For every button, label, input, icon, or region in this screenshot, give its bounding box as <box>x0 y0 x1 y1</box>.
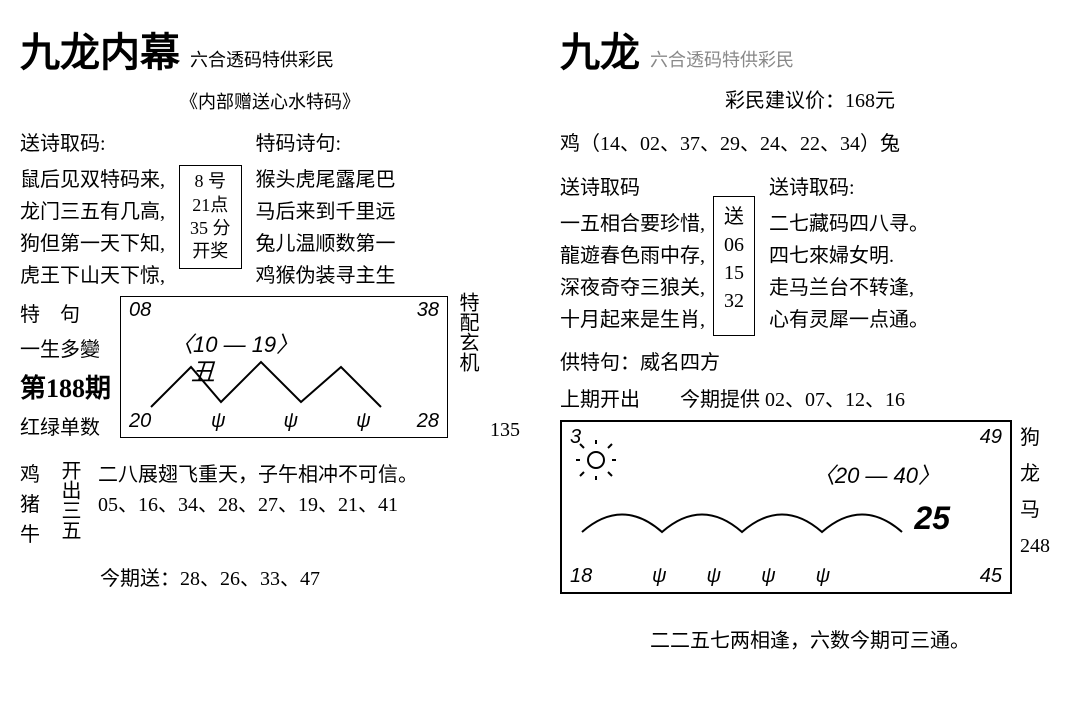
r-sketch-bl: 18 <box>570 565 592 588</box>
couplet-a: 二八展翅飞重天，子午相冲不可信。 <box>98 460 520 490</box>
zodiac: 牛 <box>20 520 40 550</box>
left-subheader: 《内部赠送心水特码》 <box>20 88 520 114</box>
poem-right-line: 马后来到千里远 <box>256 196 396 228</box>
side-item: 龙 <box>1020 456 1060 492</box>
r-center-line: 送 <box>724 203 744 231</box>
special-label-2: 一生多變 <box>20 333 120 362</box>
r-poem-line: 心有灵犀一点通。 <box>769 304 929 336</box>
sketch-bl: 20 <box>129 410 151 433</box>
sketch-br: 28 <box>417 410 439 433</box>
r-poem-right-label: 送诗取码: <box>769 172 929 204</box>
poem-right-line: 鸡猴伪装寻主生 <box>256 260 396 292</box>
sketch-tl: 08 <box>129 299 151 322</box>
poem-right-label: 特码诗句: <box>256 128 396 160</box>
sun-icon <box>576 440 636 480</box>
poem-left-line: 狗但第一天下知, <box>20 228 165 260</box>
num-135: 135 <box>490 419 520 442</box>
left-sketch: 08 38 〈10 — 19〉 丑 20 ψ ψ ψ 28 <box>120 296 448 438</box>
zodiac: 鸡 <box>20 460 40 490</box>
price-line: 彩民建议价：168元 <box>560 84 1060 113</box>
supply-line: 供特句：威名四方 <box>560 346 1060 375</box>
poem-left-label: 送诗取码: <box>20 128 165 160</box>
left-panel: 九龙内幕 六合透码特供彩民 《内部赠送心水特码》 送诗取码: 鼠后见双特码来, … <box>20 20 520 653</box>
red-green-label: 红绿单数 <box>20 411 120 440</box>
poem-right-line: 猴头虎尾露尾巴 <box>256 164 396 196</box>
side-item: 248 <box>1020 528 1060 564</box>
r-poem-line: 十月起来是生肖, <box>560 304 705 336</box>
r-center-line: 06 <box>724 231 744 259</box>
right-panel: 九龙 六合透码特供彩民 彩民建议价：168元 鸡（14、02、37、29、24、… <box>560 20 1060 653</box>
wave-icon <box>562 492 1010 552</box>
sketch-marks: ψ ψ ψ <box>211 404 377 433</box>
r-poem-left-label: 送诗取码 <box>560 172 705 204</box>
r-poem-line: 四七來婦女明. <box>769 240 929 272</box>
r-poem-line: 一五相合要珍惜, <box>560 208 705 240</box>
issue-number: 第188期 <box>20 368 120 405</box>
side-item: 狗 <box>1020 420 1060 456</box>
r-sketch-br: 45 <box>980 565 1002 588</box>
numbers-line: 05、16、34、28、27、19、21、41 <box>98 490 520 520</box>
poem-left-line: 虎王下山天下惊, <box>20 260 165 292</box>
r-sketch-tr: 49 <box>980 426 1002 449</box>
poem-left-line: 龙门三五有几高, <box>20 196 165 228</box>
center-box-line: 8 号 <box>190 170 231 193</box>
poem-right-line: 兔儿温顺数第一 <box>256 228 396 260</box>
center-box-line: 35 分 <box>190 217 231 240</box>
left-poem-block: 送诗取码: 鼠后见双特码来, 龙门三五有几高, 狗但第一天下知, 虎王下山天下惊… <box>20 128 520 292</box>
right-side-col: 狗 龙 马 248 <box>1020 420 1060 594</box>
zodiac-numbers: 鸡（14、02、37、29、24、22、34）兔 <box>560 127 1060 156</box>
right-sketch: 3 49 〈20 — 40〉 25 18 ψ ψ ψ ψ 45 <box>560 420 1012 594</box>
r-poem-line: 龍遊春色雨中存, <box>560 240 705 272</box>
side-item: 马 <box>1020 492 1060 528</box>
r-poem-line: 走马兰台不转逢, <box>769 272 929 304</box>
left-subtitle: 六合透码特供彩民 <box>190 46 334 72</box>
zodiac: 猪 <box>20 490 40 520</box>
send-line: 今期送：28、26、33、47 <box>100 562 520 591</box>
r-sketch-mid: 〈20 — 40〉 <box>813 458 940 490</box>
center-box-line: 开奖 <box>190 240 231 263</box>
r-center-line: 32 <box>724 287 744 315</box>
open-label: 开出三五 <box>54 460 84 550</box>
special-label-1: 特 句 <box>20 298 120 327</box>
closing-line: 二二五七两相逢，六数今期可三通。 <box>560 624 1060 653</box>
sketch-tr: 38 <box>417 299 439 322</box>
center-box-line: 21点 <box>190 194 231 217</box>
left-center-box: 8 号 21点 35 分 开奖 <box>179 165 242 269</box>
r-poem-line: 二七藏码四八寻。 <box>769 208 929 240</box>
right-subtitle: 六合透码特供彩民 <box>650 46 794 72</box>
sketch-side-label: 特配玄机 <box>456 292 478 372</box>
left-title: 九龙内幕 <box>20 20 180 78</box>
right-title: 九龙 <box>560 20 640 78</box>
right-center-box: 送 06 15 32 <box>713 196 755 336</box>
r-poem-line: 深夜奇夺三狼关, <box>560 272 705 304</box>
r-sketch-marks: ψ ψ ψ ψ <box>652 559 840 588</box>
r-center-line: 15 <box>724 259 744 287</box>
right-poem-block: 送诗取码 一五相合要珍惜, 龍遊春色雨中存, 深夜奇夺三狼关, 十月起来是生肖,… <box>560 172 1060 336</box>
poem-left-line: 鼠后见双特码来, <box>20 164 165 196</box>
left-bottom: 鸡 猪 牛 开出三五 二八展翅飞重天，子午相冲不可信。 05、16、34、28、… <box>20 460 520 550</box>
last-open-line: 上期开出 今期提供 02、07、12、16 <box>560 383 1060 412</box>
